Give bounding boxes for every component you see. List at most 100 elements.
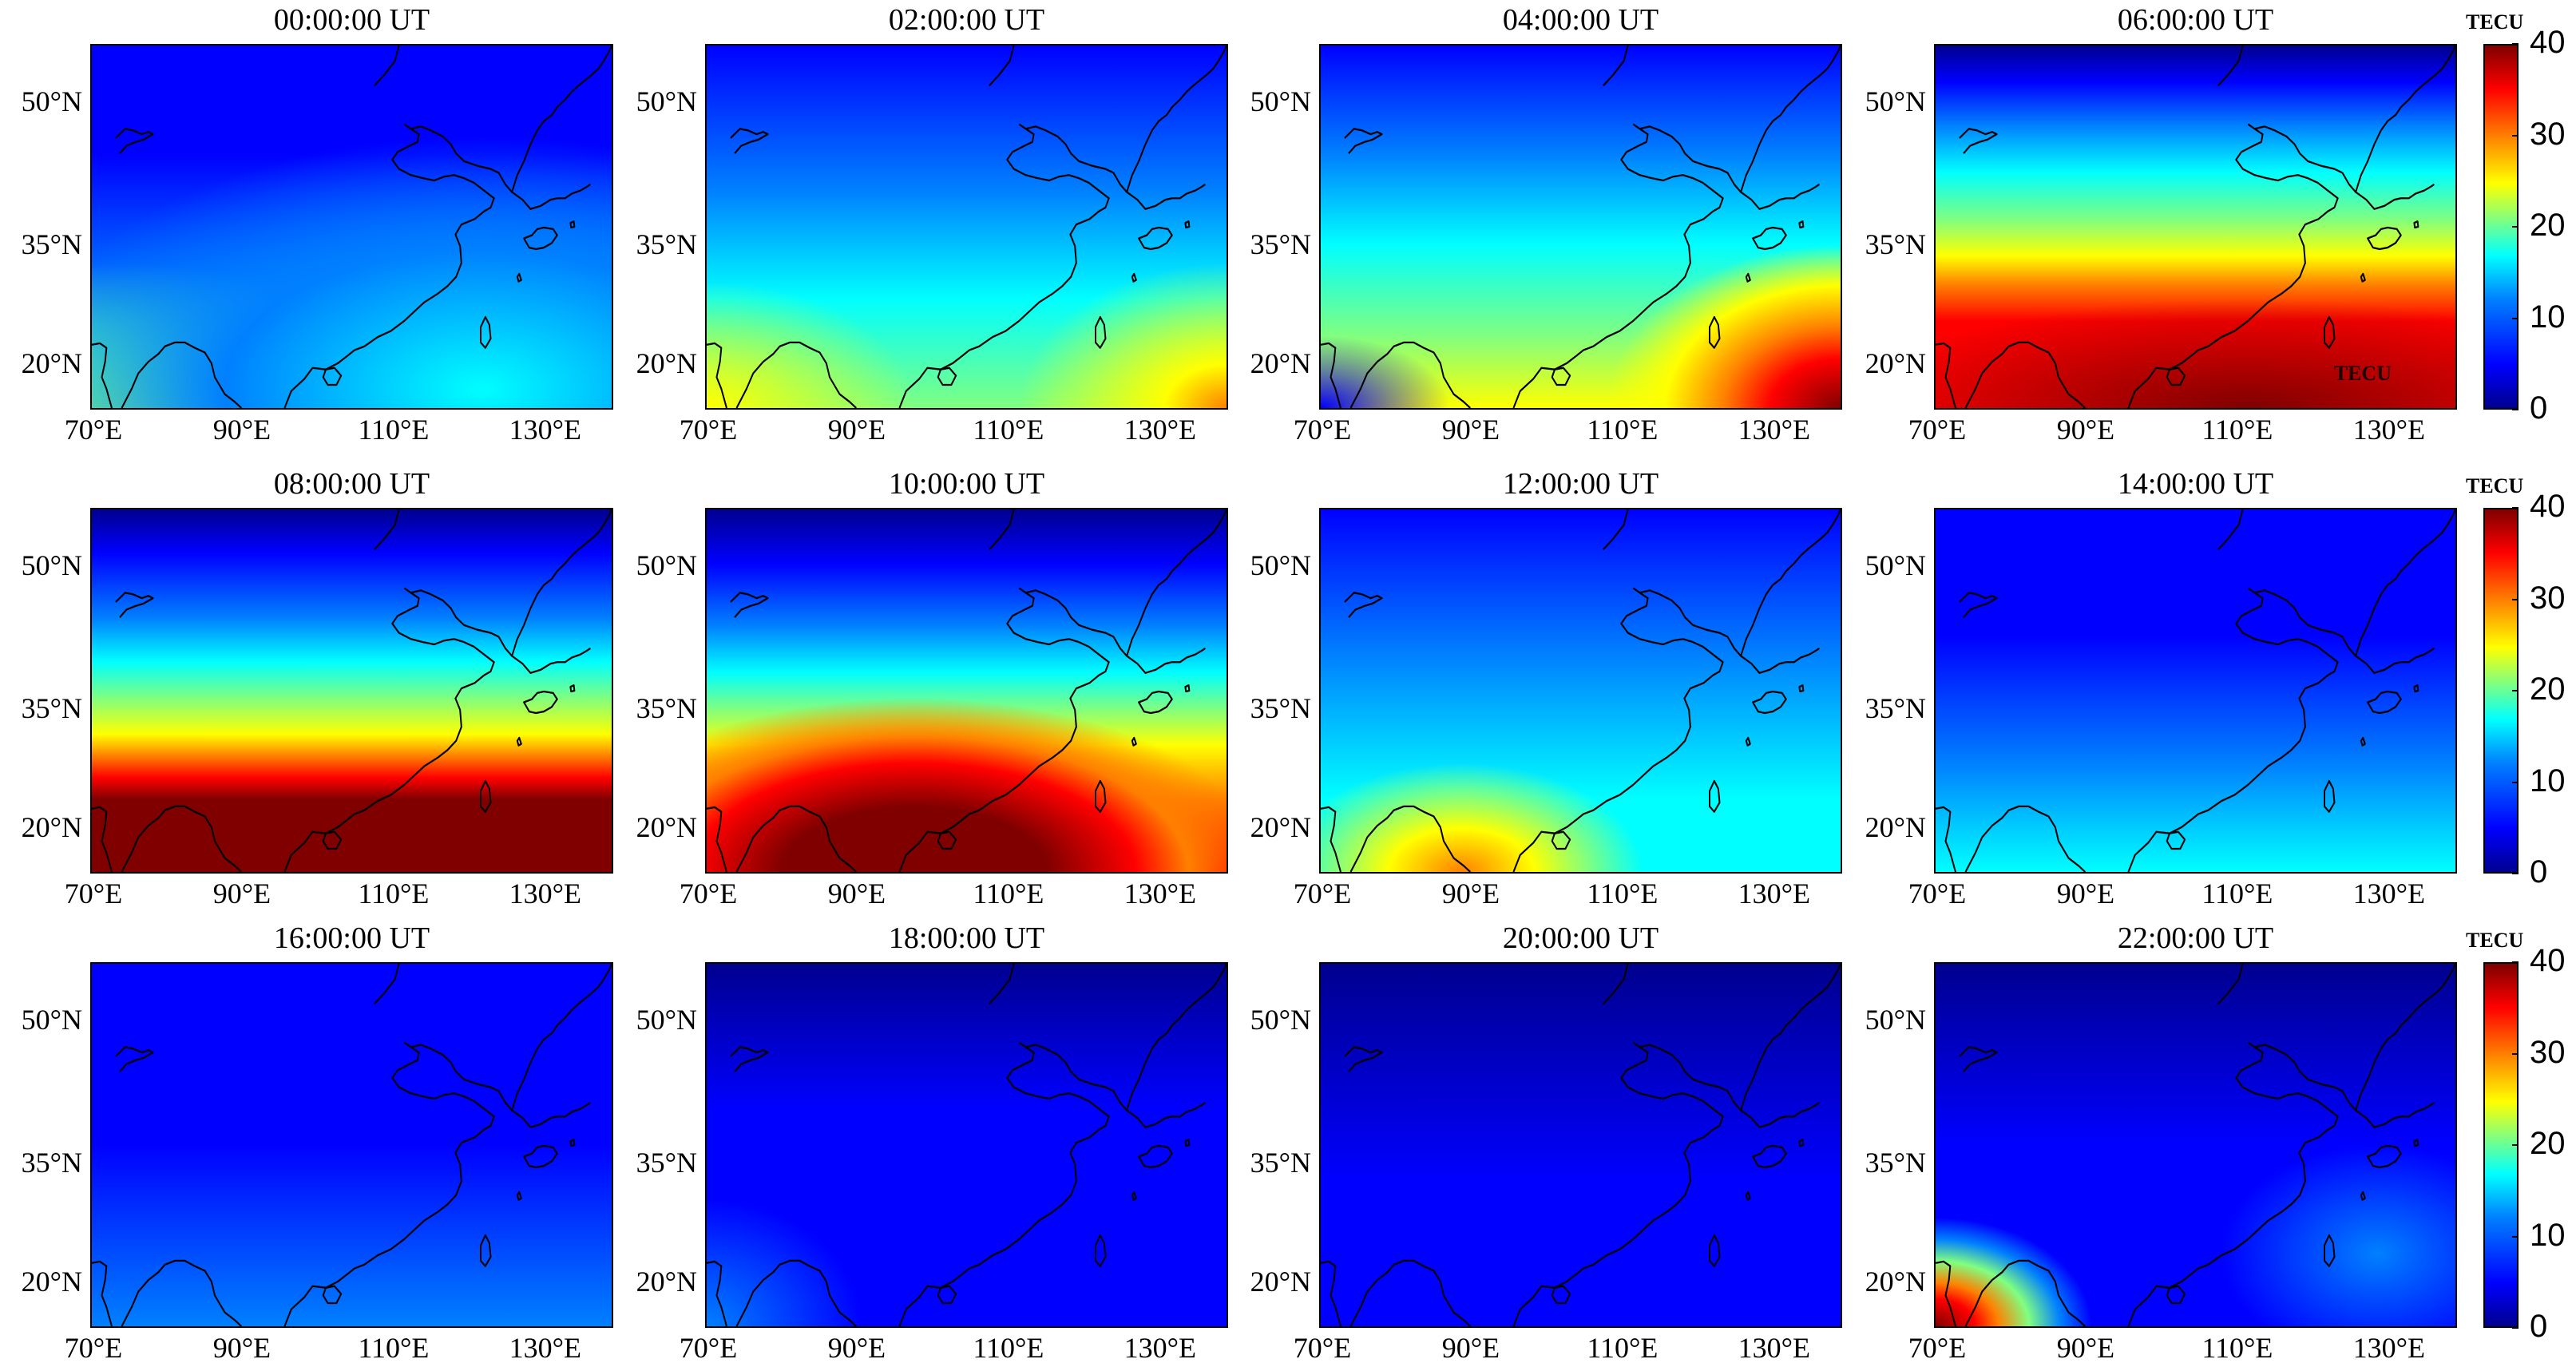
latitude-tick-label: 20°N bbox=[1865, 1265, 1926, 1298]
latitude-tick-label: 50°N bbox=[1250, 549, 1311, 582]
panel-title: 22:00:00 UT bbox=[2117, 921, 2274, 955]
longitude-tick-label: 90°E bbox=[827, 414, 886, 446]
longitude-tick-label: 130°E bbox=[1124, 1332, 1197, 1364]
latitude-tick-label: 50°N bbox=[636, 549, 697, 582]
latitude-tick-label: 50°N bbox=[636, 1004, 697, 1036]
longitude-tick-label: 70°E bbox=[1293, 414, 1352, 446]
colorbar-tick-label: 0 bbox=[2530, 1309, 2548, 1344]
latitude-tick-label: 20°N bbox=[1250, 347, 1311, 379]
colorbar-tick-mark bbox=[2512, 598, 2519, 600]
latitude-tick-label: 50°N bbox=[1865, 1004, 1926, 1036]
longitude-tick-label: 70°E bbox=[1908, 878, 1967, 909]
colorbar-tick-mark bbox=[2512, 226, 2519, 228]
latitude-tick-label: 35°N bbox=[1250, 228, 1311, 260]
longitude-tick-label: 90°E bbox=[827, 1332, 886, 1364]
panel-title: 14:00:00 UT bbox=[2117, 467, 2274, 501]
latitude-tick-label: 35°N bbox=[1250, 691, 1311, 724]
latitude-tick-label: 50°N bbox=[21, 85, 82, 118]
coastline bbox=[1321, 964, 1841, 1326]
longitude-tick-label: 110°E bbox=[1587, 878, 1659, 909]
longitude-tick-label: 130°E bbox=[1124, 878, 1197, 909]
colorbar-tick-label: 40 bbox=[2530, 489, 2566, 524]
latitude-tick-label: 20°N bbox=[1865, 347, 1926, 379]
coastline bbox=[707, 964, 1227, 1326]
longitude-tick-label: 110°E bbox=[358, 878, 430, 909]
coastline bbox=[707, 46, 1227, 408]
panel-title: 04:00:00 UT bbox=[1502, 3, 1659, 37]
latitude-tick-label: 35°N bbox=[21, 1146, 82, 1179]
colorbar-tick-label: 0 bbox=[2530, 854, 2548, 890]
latitude-tick-label: 20°N bbox=[21, 347, 82, 379]
colorbar-tick-mark bbox=[2512, 317, 2519, 319]
colorbar-tick-label: 10 bbox=[2530, 763, 2566, 798]
longitude-tick-label: 130°E bbox=[1124, 414, 1197, 446]
tec-map-panel: TECU bbox=[1934, 44, 2457, 410]
colorbar-unit-label: TECU bbox=[2466, 929, 2524, 952]
colorbar-tick-label: 20 bbox=[2530, 1126, 2566, 1161]
longitude-tick-label: 90°E bbox=[1441, 414, 1500, 446]
latitude-tick-label: 35°N bbox=[636, 691, 697, 724]
longitude-tick-label: 130°E bbox=[1738, 878, 1811, 909]
panel-title: 02:00:00 UT bbox=[888, 3, 1045, 37]
colorbar-tick-mark bbox=[2512, 1235, 2519, 1238]
tec-map-panel bbox=[705, 962, 1228, 1328]
latitude-tick-label: 20°N bbox=[636, 810, 697, 843]
tec-map-panel bbox=[705, 44, 1228, 410]
latitude-tick-label: 35°N bbox=[21, 228, 82, 260]
tec-map-panel bbox=[90, 44, 613, 410]
latitude-tick-label: 20°N bbox=[636, 1265, 697, 1298]
longitude-tick-label: 110°E bbox=[973, 414, 1044, 446]
longitude-tick-label: 70°E bbox=[64, 414, 123, 446]
latitude-tick-label: 35°N bbox=[1865, 691, 1926, 724]
longitude-tick-label: 70°E bbox=[1908, 1332, 1967, 1364]
longitude-tick-label: 130°E bbox=[2352, 1332, 2426, 1364]
longitude-tick-label: 90°E bbox=[2056, 1332, 2115, 1364]
longitude-tick-label: 130°E bbox=[2352, 414, 2426, 446]
colorbar-tick-mark bbox=[2512, 43, 2519, 45]
panel-title: 12:00:00 UT bbox=[1502, 467, 1659, 501]
longitude-tick-label: 90°E bbox=[1441, 878, 1500, 909]
longitude-tick-label: 90°E bbox=[2056, 878, 2115, 909]
latitude-tick-label: 20°N bbox=[21, 810, 82, 843]
colorbar-tick-mark bbox=[2512, 690, 2519, 691]
longitude-tick-label: 90°E bbox=[212, 1332, 271, 1364]
longitude-tick-label: 130°E bbox=[509, 878, 582, 909]
colorbar-tick-mark bbox=[2512, 134, 2519, 137]
colorbar-tick-label: 40 bbox=[2530, 943, 2566, 978]
longitude-tick-label: 110°E bbox=[358, 1332, 430, 1364]
panel-title: 10:00:00 UT bbox=[888, 467, 1045, 501]
coastline bbox=[92, 964, 612, 1326]
longitude-tick-label: 70°E bbox=[679, 1332, 738, 1364]
coastline bbox=[1936, 46, 2455, 408]
latitude-tick-label: 35°N bbox=[636, 228, 697, 260]
tec-map-panel bbox=[1934, 962, 2457, 1328]
tec-map-panel bbox=[1319, 508, 1842, 874]
longitude-tick-label: 130°E bbox=[509, 414, 582, 446]
colorbar-tick-mark bbox=[2512, 507, 2519, 509]
tec-map-panel bbox=[1934, 508, 2457, 874]
latitude-tick-label: 20°N bbox=[21, 1265, 82, 1298]
latitude-tick-label: 35°N bbox=[1865, 228, 1926, 260]
longitude-tick-label: 70°E bbox=[679, 878, 738, 909]
latitude-tick-label: 35°N bbox=[1250, 1146, 1311, 1179]
colorbar-tick-label: 30 bbox=[2530, 580, 2566, 616]
latitude-tick-label: 35°N bbox=[636, 1146, 697, 1179]
latitude-tick-label: 20°N bbox=[1865, 810, 1926, 843]
latitude-tick-label: 20°N bbox=[1250, 810, 1311, 843]
longitude-tick-label: 130°E bbox=[2352, 878, 2426, 909]
longitude-tick-label: 110°E bbox=[1587, 1332, 1659, 1364]
coastline bbox=[1321, 46, 1841, 408]
colorbar-tick-mark bbox=[2512, 1327, 2519, 1329]
longitude-tick-label: 90°E bbox=[212, 414, 271, 446]
colorbar-tick-label: 30 bbox=[2530, 1034, 2566, 1070]
colorbar-tick-mark bbox=[2512, 781, 2519, 783]
panel-title: 18:00:00 UT bbox=[888, 921, 1045, 955]
colorbar-tick-label: 30 bbox=[2530, 116, 2566, 152]
latitude-tick-label: 35°N bbox=[1865, 1146, 1926, 1179]
longitude-tick-label: 130°E bbox=[1738, 414, 1811, 446]
tec-map-panel bbox=[90, 962, 613, 1328]
panel-title: 06:00:00 UT bbox=[2117, 3, 2274, 37]
latitude-tick-label: 20°N bbox=[636, 347, 697, 379]
latitude-tick-label: 35°N bbox=[21, 691, 82, 724]
longitude-tick-label: 70°E bbox=[679, 414, 738, 446]
